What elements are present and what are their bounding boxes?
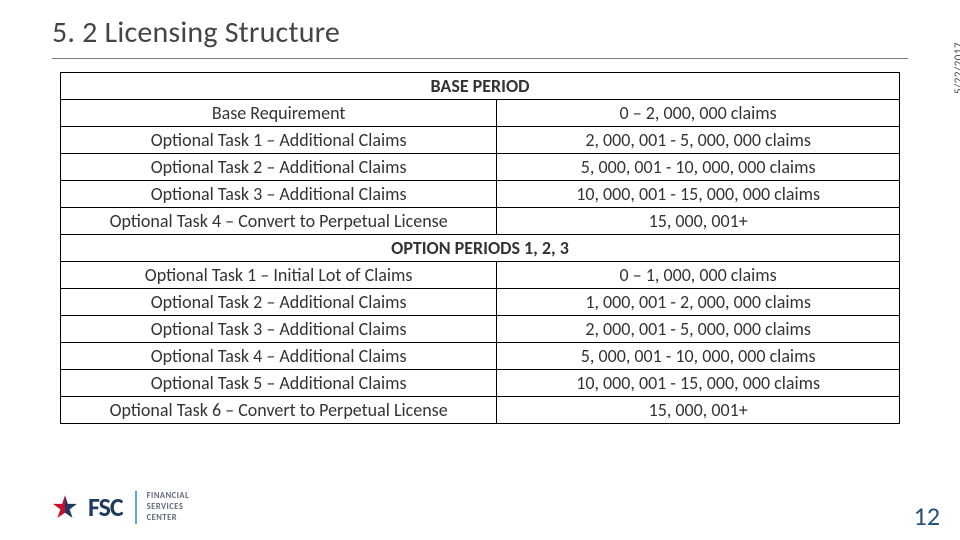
row-left: Optional Task 4 – Convert to Perpetual L… [61,208,497,235]
logo-sub-line3: CENTER [147,513,190,524]
row-left: Optional Task 3 – Additional Claims [61,181,497,208]
table-row: Optional Task 1 – Additional Claims2, 00… [61,127,900,154]
page-number: 12 [914,500,940,532]
fsc-logo: FSC FINANCIAL SERVICES CENTER [52,491,189,524]
row-right: 2, 000, 001 - 5, 000, 000 claims [497,316,900,343]
star-right [53,496,77,519]
table-section-header: OPTION PERIODS 1, 2, 3 [61,235,900,262]
row-left: Optional Task 6 – Convert to Perpetual L… [61,397,497,424]
row-left: Optional Task 4 – Additional Claims [61,343,497,370]
page-title: 5. 2 Licensing Structure [52,14,340,51]
logo-fsc-text: FSC [88,496,123,519]
table-row: Optional Task 4 – Convert to Perpetual L… [61,208,900,235]
row-left: Optional Task 5 – Additional Claims [61,370,497,397]
row-right: 15, 000, 001+ [497,208,900,235]
row-left: Optional Task 3 – Additional Claims [61,316,497,343]
row-right: 0 – 2, 000, 000 claims [497,100,900,127]
row-right: 15, 000, 001+ [497,397,900,424]
table-row: Optional Task 2 – Additional Claims1, 00… [61,289,900,316]
logo-sub-line1: FINANCIAL [147,491,190,502]
row-right: 1, 000, 001 - 2, 000, 000 claims [497,289,900,316]
row-left: Optional Task 2 – Additional Claims [61,289,497,316]
table-section-header: BASE PERIOD [61,73,900,100]
row-left: Base Requirement [61,100,497,127]
row-right: 10, 000, 001 - 15, 000, 000 claims [497,370,900,397]
table-row: Optional Task 3 – Additional Claims2, 00… [61,316,900,343]
licensing-table-wrap: BASE PERIODBase Requirement0 – 2, 000, 0… [60,72,900,424]
logo-subtext: FINANCIAL SERVICES CENTER [135,491,190,524]
table-row: Optional Task 5 – Additional Claims10, 0… [61,370,900,397]
row-left: Optional Task 1 – Initial Lot of Claims [61,262,497,289]
row-right: 10, 000, 001 - 15, 000, 000 claims [497,181,900,208]
title-wrap: 5. 2 Licensing Structure [52,14,340,51]
logo-sub-line2: SERVICES [147,502,190,513]
table-row: Optional Task 3 – Additional Claims10, 0… [61,181,900,208]
table-row: Optional Task 4 – Additional Claims5, 00… [61,343,900,370]
slide: 5. 2 Licensing Structure 5/22/2017 BASE … [0,0,960,540]
title-underline [52,58,908,59]
date-label: 5/22/2017 [952,42,960,94]
row-right: 0 – 1, 000, 000 claims [497,262,900,289]
row-right: 5, 000, 001 - 10, 000, 000 claims [497,154,900,181]
row-left: Optional Task 1 – Additional Claims [61,127,497,154]
section-header-option: OPTION PERIODS 1, 2, 3 [61,235,900,262]
table-row: Optional Task 1 – Initial Lot of Claims0… [61,262,900,289]
licensing-table: BASE PERIODBase Requirement0 – 2, 000, 0… [60,72,900,424]
row-left: Optional Task 2 – Additional Claims [61,154,497,181]
row-right: 5, 000, 001 - 10, 000, 000 claims [497,343,900,370]
star-icon [52,494,78,520]
row-right: 2, 000, 001 - 5, 000, 000 claims [497,127,900,154]
table-row: Optional Task 6 – Convert to Perpetual L… [61,397,900,424]
section-header-base: BASE PERIOD [61,73,900,100]
table-row: Base Requirement0 – 2, 000, 000 claims [61,100,900,127]
table-row: Optional Task 2 – Additional Claims5, 00… [61,154,900,181]
